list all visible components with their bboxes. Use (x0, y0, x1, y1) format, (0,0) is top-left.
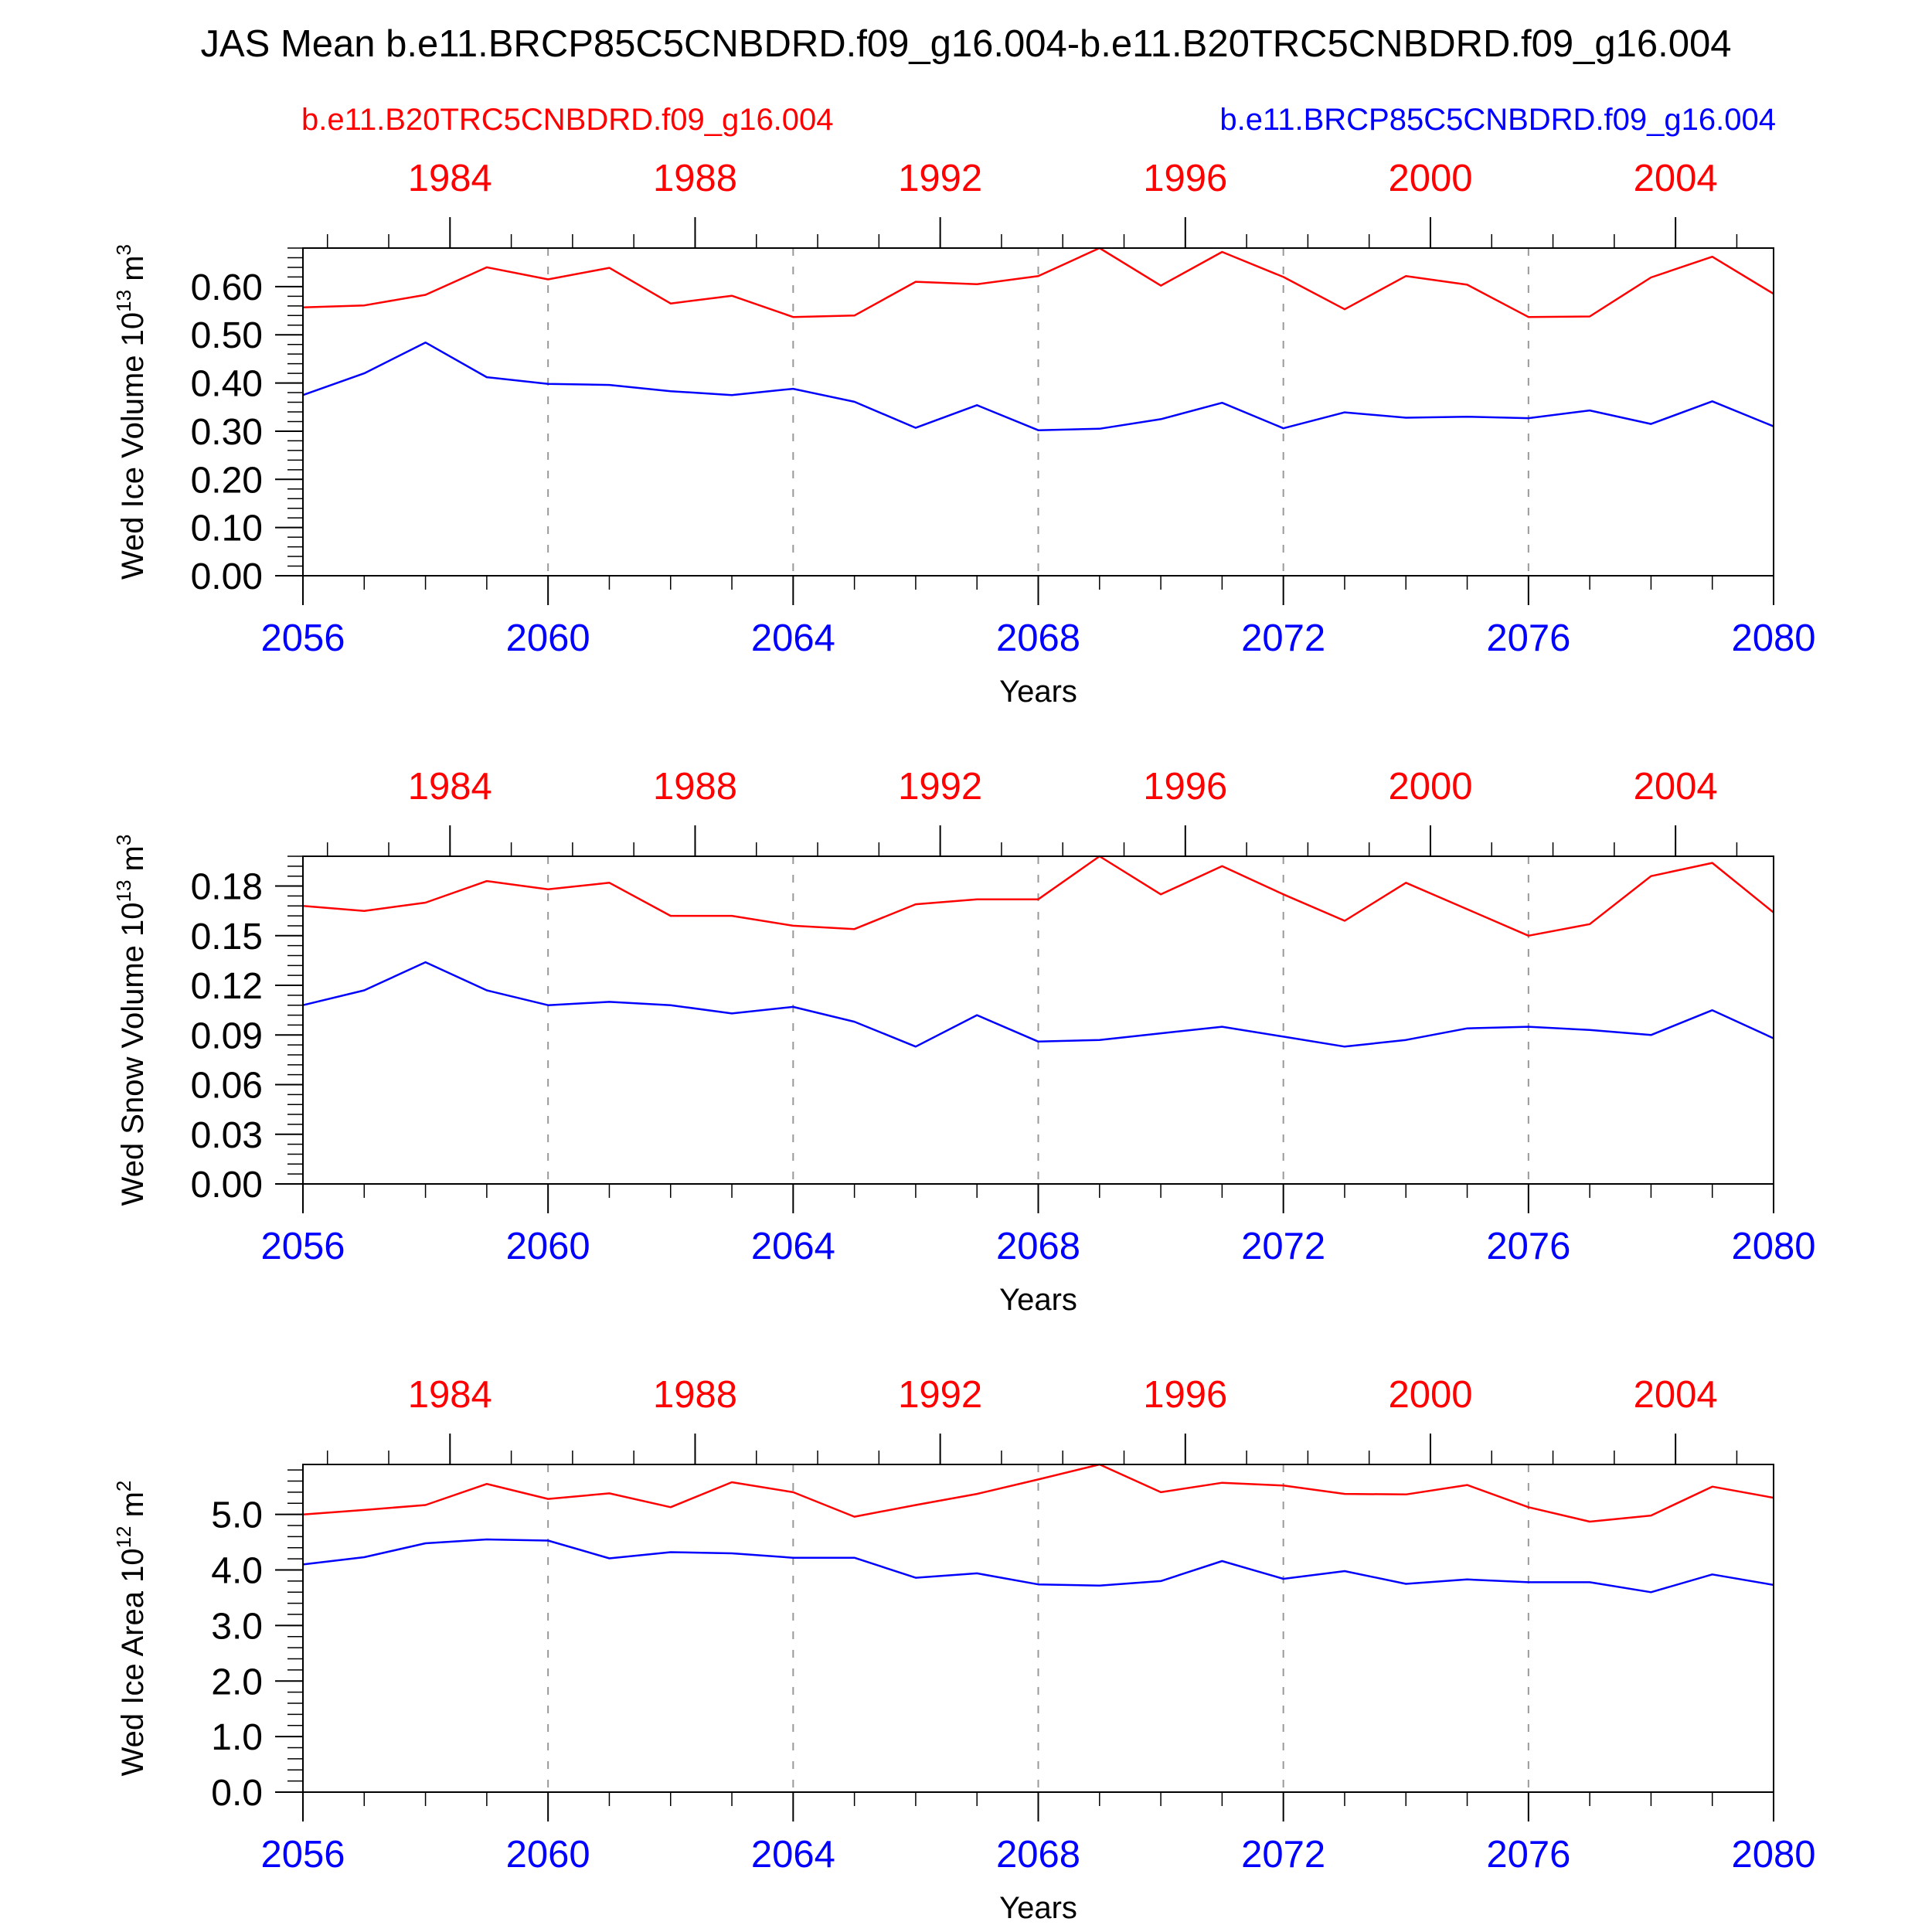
y-tick-label: 0.09 (191, 1015, 263, 1056)
legend-left-label: b.e11.B20TRC5CNBDRD.f09_g16.004 (301, 103, 834, 137)
bottom-tick-label: 2056 (260, 1834, 345, 1876)
bottom-tick-label: 2072 (1241, 1226, 1325, 1267)
legend-right-label: b.e11.BRCP85C5CNBDRD.f09_g16.004 (1219, 103, 1776, 137)
y-tick-label: 0.06 (191, 1066, 263, 1107)
y-axis-label: Wed Snow Volume 1013 m3 (112, 835, 150, 1206)
bottom-tick-label: 2080 (1731, 617, 1815, 659)
panel-3: 1984 1988 1992 1996 2000 2004 2056 2060 2064 2068… (112, 1374, 1816, 1925)
y-tick-label: 3.0 (211, 1606, 263, 1647)
bottom-tick-label: 2060 (506, 617, 590, 659)
bottom-tick-label: 2064 (751, 617, 835, 659)
series-line-blue (302, 341, 1774, 431)
top-tick-label: 1984 (408, 1374, 492, 1416)
y-tick-label: 0.60 (191, 267, 263, 308)
y-tick-label: 0.40 (191, 364, 263, 405)
y-tick-label: 1.0 (211, 1717, 263, 1758)
y-tick-label: 0.18 (191, 867, 263, 908)
y-tick-label: 0.20 (191, 460, 263, 501)
bottom-tick-label: 2080 (1731, 1834, 1815, 1876)
top-tick-label: 1984 (408, 766, 492, 808)
y-tick-label: 0.30 (191, 412, 263, 453)
top-tick-label: 1992 (898, 1374, 982, 1416)
y-tick-label: 0.12 (191, 966, 263, 1007)
bottom-tick-label: 2056 (260, 1226, 345, 1267)
bottom-tick-label: 2060 (506, 1834, 590, 1876)
bottom-tick-label: 2080 (1731, 1226, 1815, 1267)
series-line-red (302, 855, 1774, 937)
bottom-tick-label: 2076 (1486, 617, 1570, 659)
panels: 1984 1988 1992 1996 2000 2004 2056 2060 2064 2068… (112, 158, 1816, 1925)
bottom-tick-label: 2076 (1486, 1834, 1570, 1876)
top-tick-label: 2000 (1388, 1374, 1472, 1416)
top-tick-label: 1988 (653, 766, 737, 808)
y-tick-label: 0.03 (191, 1115, 263, 1156)
top-tick-label: 2000 (1388, 766, 1472, 808)
top-tick-label: 1996 (1143, 158, 1227, 199)
top-tick-label: 1992 (898, 766, 982, 808)
y-tick-label: 0.00 (191, 1165, 263, 1206)
top-tick-label: 2004 (1634, 766, 1718, 808)
top-tick-label: 1984 (408, 158, 492, 199)
panel-2: 1984 1988 1992 1996 2000 2004 2056 2060 2064 2068… (112, 766, 1816, 1317)
top-tick-label: 2004 (1634, 158, 1718, 199)
bottom-tick-label: 2064 (751, 1226, 835, 1267)
y-tick-label: 0.0 (211, 1773, 263, 1814)
bottom-tick-label: 2056 (260, 617, 345, 659)
bottom-tick-label: 2068 (996, 1226, 1080, 1267)
y-tick-label: 0.00 (191, 556, 263, 597)
x-axis-label: Years (999, 1283, 1077, 1317)
plot-frame (302, 1464, 1774, 1793)
bottom-tick-label: 2064 (751, 1834, 835, 1876)
top-tick-label: 2000 (1388, 158, 1472, 199)
plot-frame (302, 855, 1774, 1185)
y-tick-label: 4.0 (211, 1551, 263, 1592)
x-axis-label: Years (999, 675, 1077, 709)
top-tick-label: 1996 (1143, 1374, 1227, 1416)
bottom-tick-label: 2072 (1241, 1834, 1325, 1876)
panel-1: 1984 1988 1992 1996 2000 2004 2056 2060 2064 2068… (112, 158, 1816, 709)
top-tick-label: 1988 (653, 158, 737, 199)
y-tick-label: 2.0 (211, 1662, 263, 1702)
y-tick-label: 0.10 (191, 509, 263, 549)
series-line-blue (302, 961, 1774, 1048)
figure-title: JAS Mean b.e11.BRCP85C5CNBDRD.f09_g16.00… (200, 23, 1731, 65)
y-tick-label: 5.0 (211, 1495, 263, 1536)
x-axis-label: Years (999, 1891, 1077, 1925)
plot-frame (302, 247, 1774, 577)
series-line-red (302, 1463, 1774, 1523)
y-tick-label: 0.15 (191, 917, 263, 957)
bottom-tick-label: 2076 (1486, 1226, 1570, 1267)
top-tick-label: 1996 (1143, 766, 1227, 808)
top-tick-label: 1992 (898, 158, 982, 199)
bottom-tick-label: 2068 (996, 1834, 1080, 1876)
bottom-tick-label: 2060 (506, 1226, 590, 1267)
y-axis-label: Wed Ice Area 1012 m2 (112, 1481, 150, 1777)
series-line-blue (302, 1538, 1774, 1594)
series-line-red (302, 247, 1774, 318)
top-tick-label: 1988 (653, 1374, 737, 1416)
y-tick-label: 0.50 (191, 315, 263, 356)
y-axis-label: Wed Ice Volume 1013 m3 (112, 244, 150, 580)
bottom-tick-label: 2072 (1241, 617, 1325, 659)
bottom-tick-label: 2068 (996, 617, 1080, 659)
top-tick-label: 2004 (1634, 1374, 1718, 1416)
